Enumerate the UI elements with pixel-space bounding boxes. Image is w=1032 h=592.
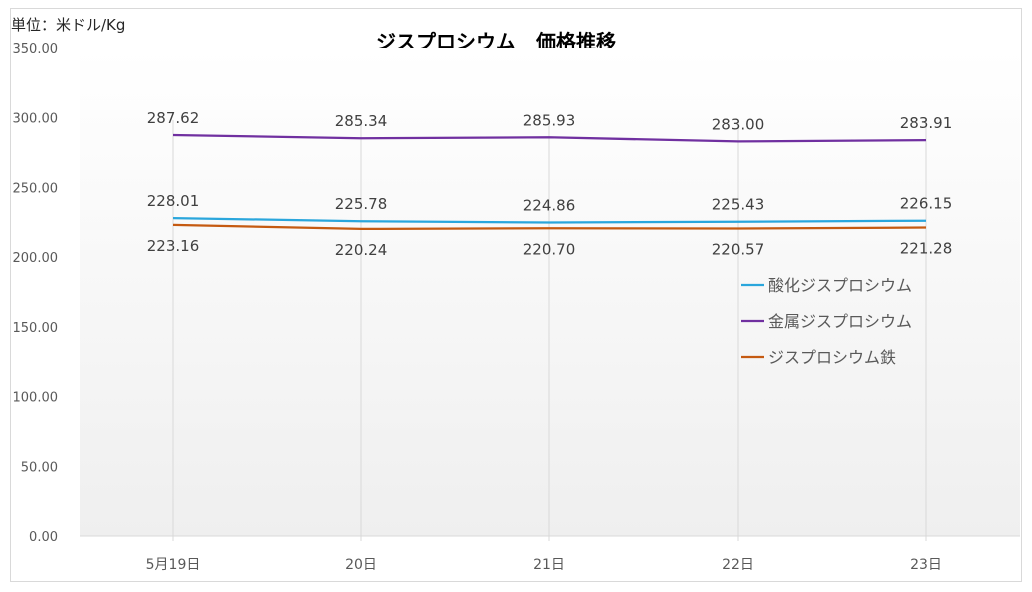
y-tick-label: 250.00 [13,181,59,196]
data-label: 285.93 [523,111,576,129]
x-tick-label: 22日 [722,557,754,573]
data-label: 285.34 [335,112,388,130]
series-line [172,133,927,143]
unit-label: 単位：米ドル/Kg [11,16,126,34]
data-label: 220.70 [523,240,576,258]
x-tick-label: 23日 [910,557,942,573]
data-label: 287.62 [147,109,200,127]
y-tick-label: 150.00 [13,321,59,336]
x-tick-label: 21日 [533,557,565,573]
series-line [172,223,927,231]
y-tick-label: 0.00 [29,530,58,545]
data-label: 225.43 [712,196,765,214]
data-label: 225.78 [335,195,388,213]
x-tick-label: 20日 [345,557,377,573]
data-label: 220.57 [712,240,765,258]
data-label: 224.86 [523,196,576,214]
data-label: 221.28 [900,239,953,257]
data-label: 283.91 [900,114,953,132]
data-label: 283.00 [712,115,765,133]
y-tick-label: 50.00 [21,460,58,475]
plot-area [80,48,1020,536]
y-tick-label: 300.00 [13,112,59,127]
y-tick-label: 100.00 [13,391,59,406]
legend-label: ジスプロシウム鉄 [768,348,896,367]
data-label: 226.15 [900,195,953,213]
data-label: 220.24 [335,241,388,259]
legend-label: 酸化ジスプロシウム [768,276,912,295]
y-tick-label: 350.00 [13,42,59,57]
x-tick-label: 5月19日 [146,557,201,573]
legend-label: 金属ジスプロシウム [768,312,912,331]
data-label: 228.01 [147,192,200,210]
series-line [172,216,927,224]
data-label: 223.16 [147,237,200,255]
y-tick-label: 200.00 [13,251,59,266]
